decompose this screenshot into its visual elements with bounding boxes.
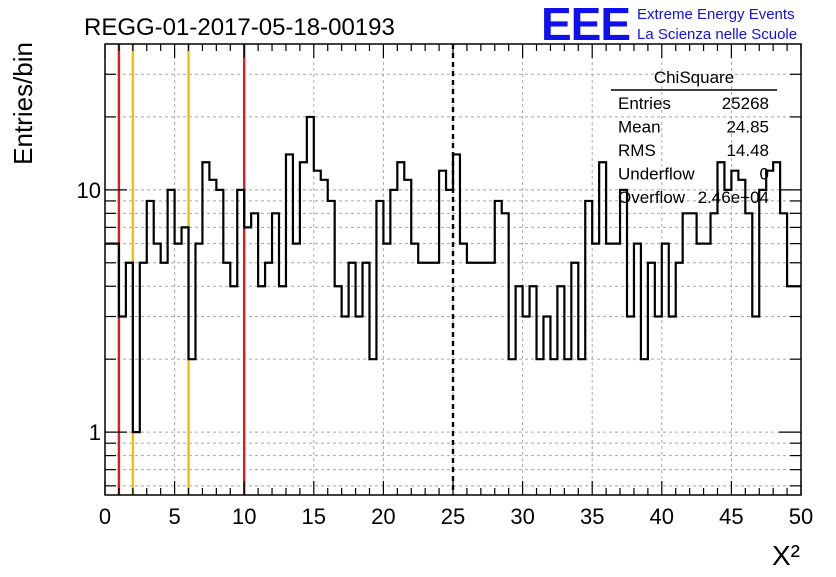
stats-value: 24.85 [726,118,769,137]
axis-ticks [104,44,802,495]
eee-logo: EEE Extreme Energy Events La Scienza nel… [541,0,797,50]
x-tick-label: 15 [302,504,326,529]
x-tick-label: 45 [719,504,743,529]
stats-title: ChiSquare [654,68,734,87]
eee-logo-mark: EEE [541,0,630,50]
stats-label: RMS [618,141,656,160]
chart-title: REGG-01-2017-05-18-00193 [84,14,395,41]
tick-labels: 0 5 10 15 20 25 30 35 40 45 50 1 10 [77,178,814,529]
stats-label: Mean [618,118,661,137]
x-tick-label: 40 [650,504,674,529]
y-tick-label: 1 [89,420,101,445]
histogram-series [105,115,801,434]
x-tick-label: 10 [232,504,256,529]
stats-value: 2.46e+04 [698,188,769,207]
logo-line-2: La Scienza nelle Scuole [637,26,797,43]
y-tick-label: 10 [77,178,101,203]
histogram-outline [105,115,801,434]
stats-value: 14.48 [726,141,769,160]
x-tick-label: 20 [371,504,395,529]
stats-value: 25268 [722,94,769,113]
stats-value: 0 [760,165,769,184]
stats-label: Underflow [618,165,695,184]
x-tick-label: 50 [789,504,813,529]
x-tick-label: 25 [441,504,465,529]
logo-line-1: Extreme Energy Events [637,6,795,23]
stats-rows: Entries 25268 Mean 24.85 RMS 14.48 Underflow 0 O… [618,94,769,207]
stats-box: ChiSquare Entries 25268 Mean 24.85 RMS 14.48 U… [611,68,777,207]
x-axis-label: X² [772,540,800,571]
x-tick-label: 0 [99,504,111,529]
stats-label: Overflow [618,188,686,207]
stats-label: Entries [618,94,671,113]
y-axis-label: Entries/bin [8,42,38,165]
x-tick-label: 35 [580,504,604,529]
x-tick-label: 5 [168,504,180,529]
x-tick-label: 30 [510,504,534,529]
